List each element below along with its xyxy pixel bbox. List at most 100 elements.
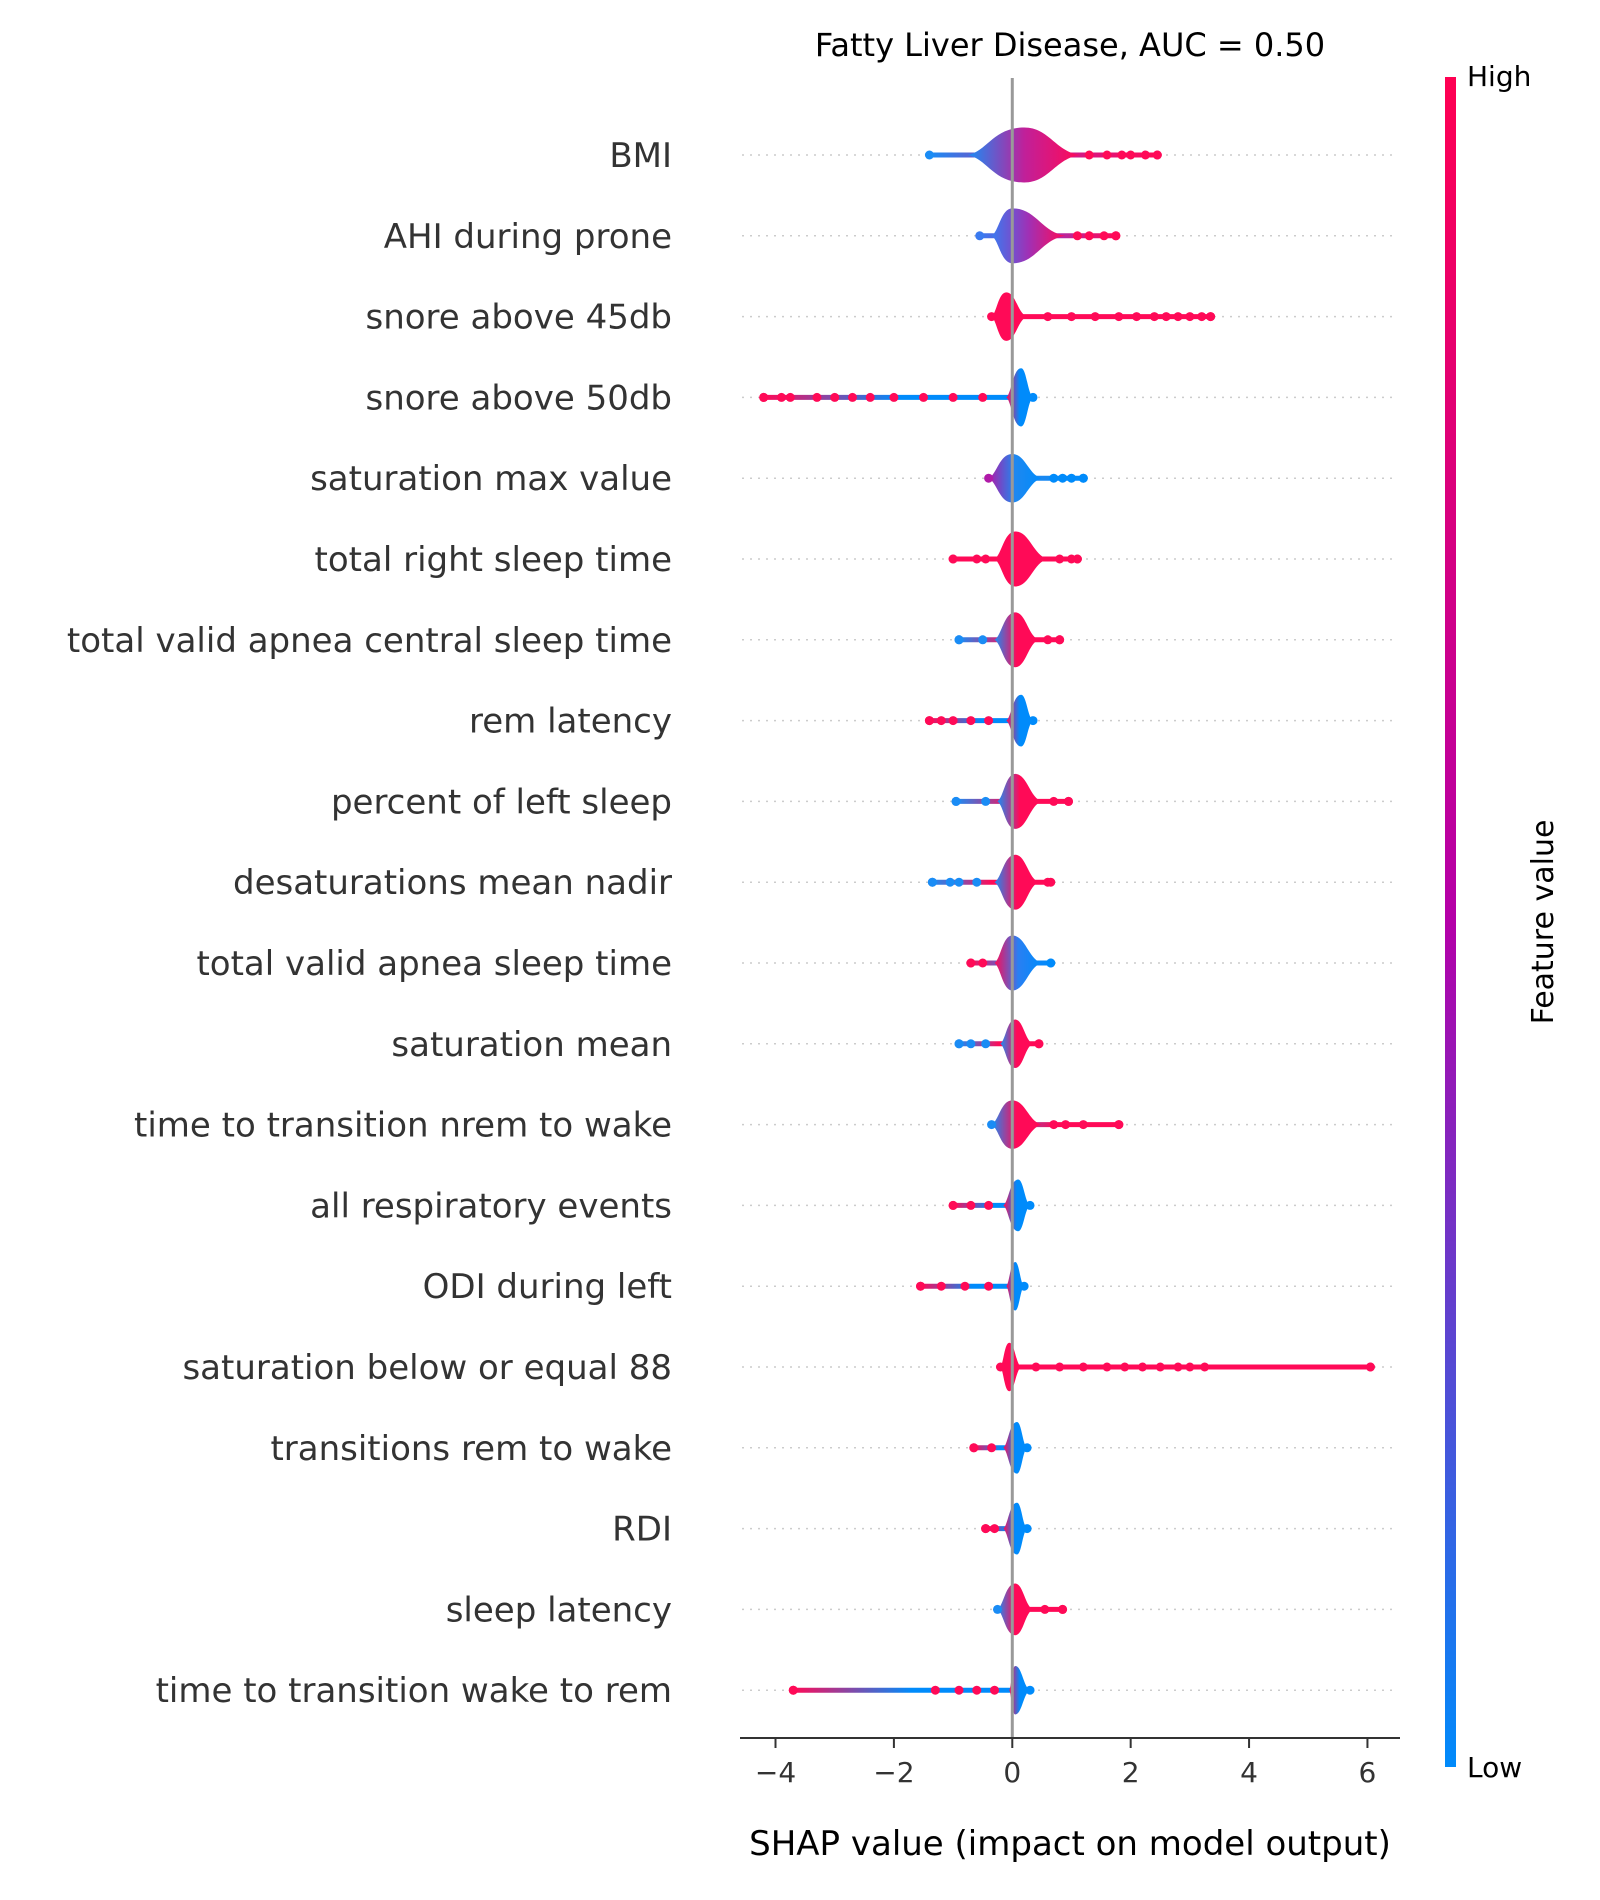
feature-label: rem latency <box>469 702 672 742</box>
tail-point <box>1138 1362 1148 1372</box>
max-point <box>1206 312 1216 322</box>
feature-rows <box>742 127 1398 1715</box>
max-point <box>1025 1200 1035 1210</box>
feature-label: snore above 50db <box>365 378 672 418</box>
density-blob <box>1000 1019 1034 1069</box>
tail-point <box>945 877 955 887</box>
max-point <box>1022 1524 1032 1534</box>
min-point <box>951 796 961 806</box>
x-axis: −4 −2 0 2 4 6 <box>740 1737 1400 1789</box>
max-point <box>1046 958 1056 968</box>
tail-point <box>1031 1362 1041 1372</box>
min-point <box>948 554 958 564</box>
tail-point <box>1185 312 1195 322</box>
feature-row <box>742 531 1398 587</box>
tail-point <box>960 1281 970 1291</box>
tail-point <box>1055 554 1065 564</box>
tail-point <box>1173 1362 1183 1372</box>
tail-point <box>990 1524 1000 1534</box>
tail-point <box>1161 312 1171 322</box>
density-blob <box>991 1100 1042 1149</box>
max-point <box>1114 1120 1124 1130</box>
max-point <box>1111 231 1121 241</box>
tail-point <box>1117 150 1127 160</box>
tail-point <box>812 392 822 402</box>
feature-row <box>742 1665 1398 1715</box>
feature-row <box>742 1421 1398 1474</box>
tail-point <box>785 392 795 402</box>
tail-point <box>1078 1362 1088 1372</box>
min-point <box>924 716 934 726</box>
tail-point <box>1066 312 1076 322</box>
tail-point <box>984 716 994 726</box>
tail-point <box>865 392 875 402</box>
tail-point <box>948 392 958 402</box>
tail-point <box>1040 1604 1050 1614</box>
min-point <box>987 1120 997 1130</box>
tail-point <box>981 796 991 806</box>
max-point <box>1028 716 1038 726</box>
tail-point <box>978 392 988 402</box>
tail-point <box>930 1685 940 1695</box>
density-blob <box>991 208 1066 264</box>
min-point <box>966 958 976 968</box>
feature-row <box>742 1502 1398 1555</box>
tail-point <box>1197 312 1207 322</box>
tail-point <box>776 392 786 402</box>
tail-point <box>1043 635 1053 645</box>
max-point <box>1365 1362 1375 1372</box>
feature-label: total right sleep time <box>315 540 672 580</box>
tail-point <box>984 1281 994 1291</box>
max-point <box>1055 635 1065 645</box>
tail-point <box>1155 1362 1165 1372</box>
feature-row <box>742 935 1398 991</box>
tail-point <box>1084 231 1094 241</box>
feature-label: all respiratory events <box>310 1186 672 1226</box>
tail-point <box>981 1039 991 1049</box>
tail-point <box>1140 150 1150 160</box>
max-point <box>1025 1685 1035 1695</box>
feature-label: BMI <box>609 136 672 176</box>
colorbar: High Low Feature value <box>1445 60 1561 1784</box>
feature-row <box>742 368 1398 427</box>
density-blob <box>1009 1665 1031 1715</box>
tail-point <box>948 716 958 726</box>
min-point <box>954 1039 964 1049</box>
tail-point <box>1078 1120 1088 1130</box>
max-point <box>1064 796 1074 806</box>
density-blob <box>1003 1502 1028 1555</box>
x-tick-label: 4 <box>1240 1756 1258 1789</box>
density-blob <box>988 453 1042 503</box>
min-point <box>981 1524 991 1534</box>
tail-point <box>984 1200 994 1210</box>
tail-point <box>1058 473 1068 483</box>
density-blob <box>967 127 1081 183</box>
feature-row <box>742 208 1398 264</box>
feature-label: percent of left sleep <box>331 782 672 822</box>
tail-point <box>987 1443 997 1453</box>
density-blob <box>997 1583 1034 1636</box>
max-point <box>1152 150 1162 160</box>
tail-point <box>1084 150 1094 160</box>
tail-point <box>1072 231 1082 241</box>
feature-label: RDI <box>612 1510 672 1550</box>
tail-point <box>1120 1362 1130 1372</box>
feature-row <box>742 612 1398 668</box>
x-axis-label: SHAP value (impact on model output) <box>749 1824 1391 1864</box>
density-blob <box>994 531 1048 587</box>
density-blob <box>991 292 1028 341</box>
tail-point <box>936 716 946 726</box>
x-tick-label: −2 <box>873 1756 914 1789</box>
tail-point <box>1049 473 1059 483</box>
tail-point <box>1114 312 1124 322</box>
value-band <box>793 1687 1031 1693</box>
max-point <box>1078 473 1088 483</box>
feature-row <box>742 292 1398 341</box>
chart-title: Fatty Liver Disease, AUC = 0.50 <box>815 26 1325 64</box>
tail-point <box>1090 312 1100 322</box>
min-point <box>916 1281 926 1291</box>
density-blob <box>994 854 1039 910</box>
feature-row <box>742 1342 1398 1392</box>
max-point <box>1072 554 1082 564</box>
tail-point <box>1061 1120 1071 1130</box>
